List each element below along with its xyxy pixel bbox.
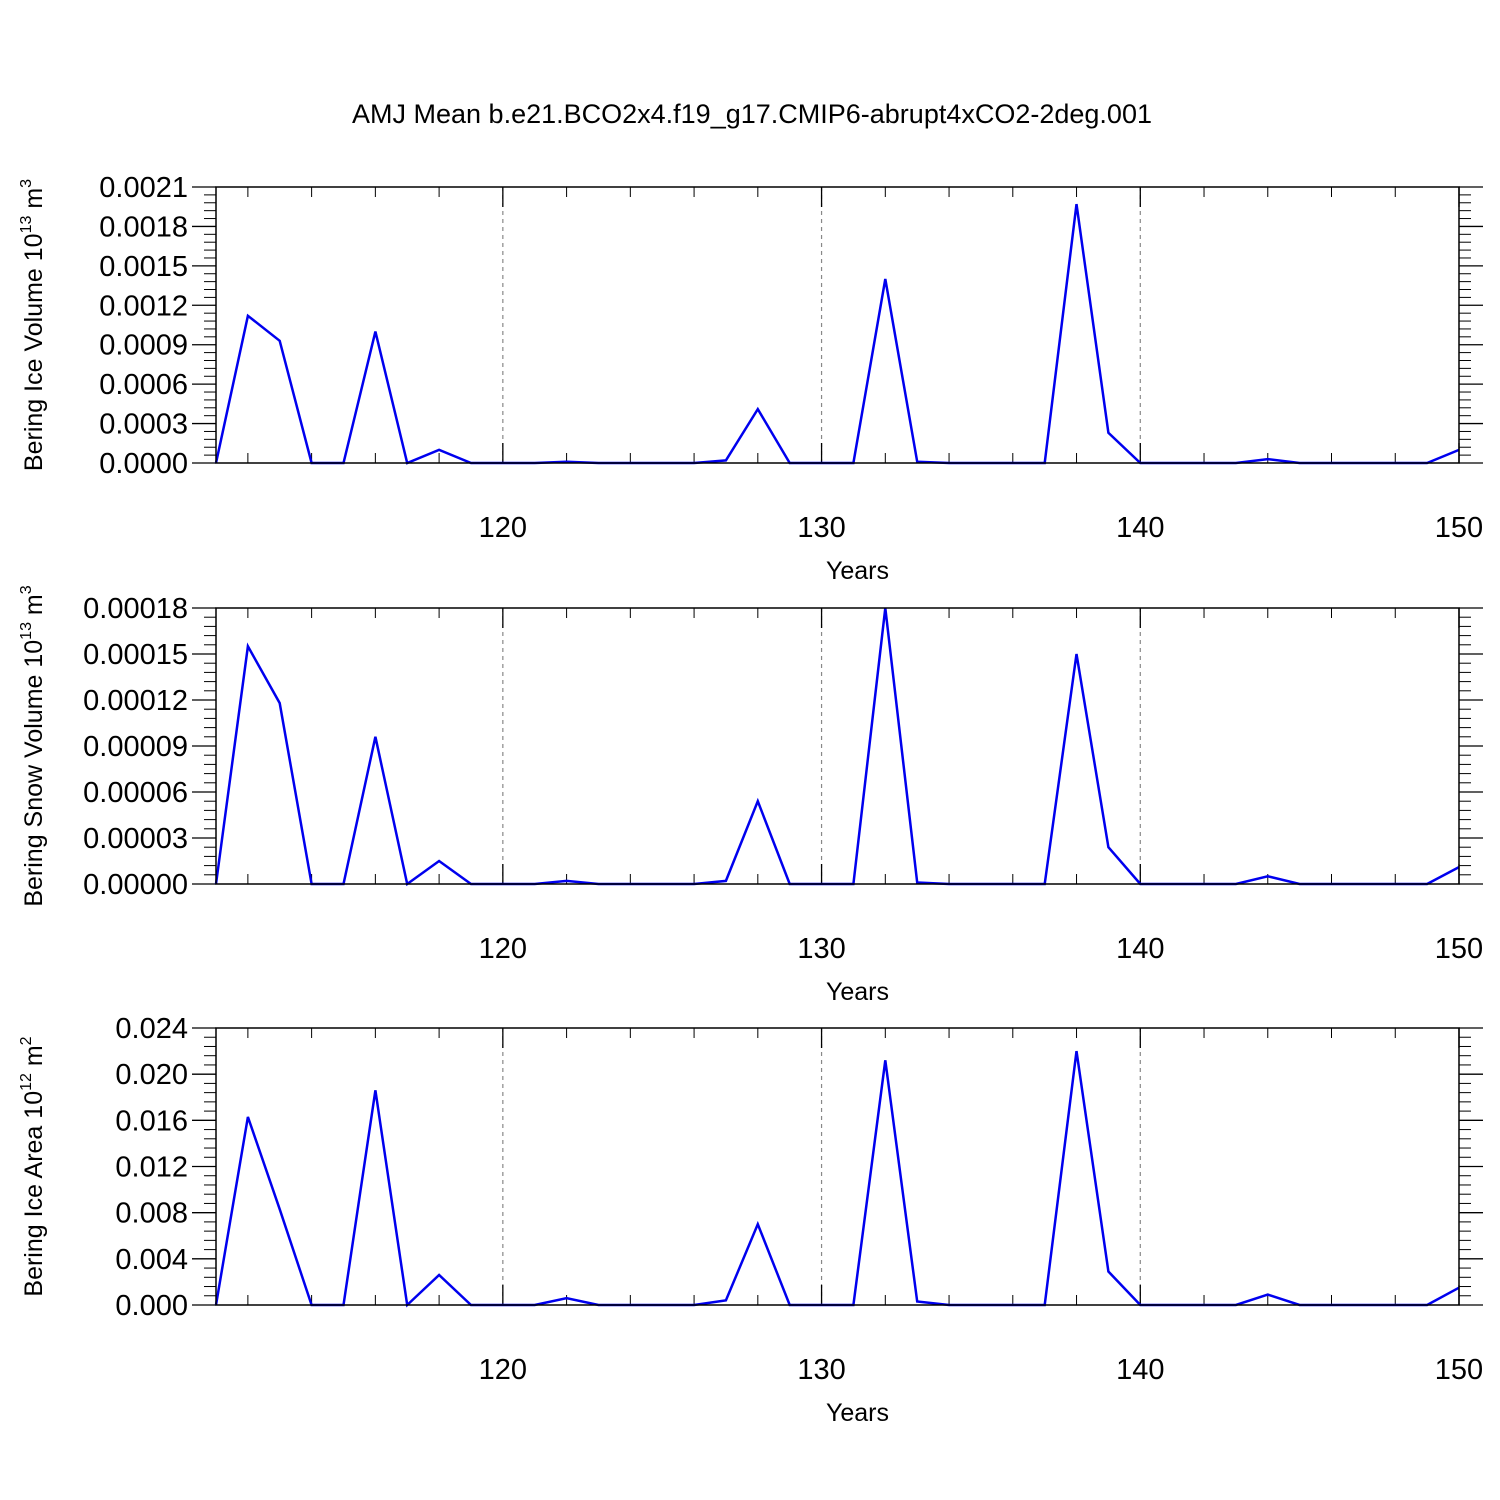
panel-2: 120 130 140 150 0.00000 0.00003 0.00006 0.00009…: [18, 585, 1483, 1006]
y-axis-label-exp: 12: [18, 1073, 35, 1091]
x-tick-label: 120: [479, 512, 527, 544]
y-tick-label: 0.00006: [83, 777, 188, 809]
y-axis-label-exp: 13: [18, 622, 35, 640]
y-axis-label: Bering Ice Area 1012 m2: [18, 1036, 48, 1296]
plot-frame: [215, 186, 1460, 464]
y-axis-label-main: Bering Ice Volume 10: [20, 233, 48, 471]
y-tick-label: 0.0018: [99, 211, 188, 243]
y-tick-label: 0.0003: [99, 409, 188, 441]
x-tick-label: 130: [797, 933, 845, 965]
y-tick-label: 0.020: [115, 1059, 188, 1091]
y-tick-label: 0.004: [115, 1244, 188, 1276]
y-axis-label-unit-exp: 3: [18, 179, 35, 188]
y-tick-label: 0.00012: [83, 685, 188, 717]
y-tick-label: 0.012: [115, 1152, 188, 1184]
y-axis-label-unit: m: [20, 594, 48, 622]
x-tick-label: 150: [1435, 933, 1483, 965]
y-axis-label: Bering Snow Volume 1013 m3: [18, 585, 48, 906]
x-tick-label: 140: [1116, 512, 1164, 544]
y-tick-label: 0.0021: [99, 172, 188, 204]
chart-title: AMJ Mean b.e21.BCO2x4.f19_g17.CMIP6-abru…: [352, 99, 1152, 129]
y-axis-label-unit: m: [20, 188, 48, 216]
x-tick-label: 130: [797, 512, 845, 544]
y-tick-label: 0.0015: [99, 251, 188, 283]
plot-frame: [215, 607, 1460, 885]
x-axis-label: Years: [826, 1399, 889, 1427]
panel-1: 120 130 140 150 0.0000 0.0003 0.0006 0.0009 0.00…: [18, 172, 1483, 585]
y-axis-label-unit: m: [20, 1045, 48, 1073]
y-tick-label: 0.000: [115, 1290, 188, 1322]
x-tick-label: 140: [1116, 933, 1164, 965]
x-tick-label: 150: [1435, 1354, 1483, 1386]
y-tick-label: 0.00000: [83, 869, 188, 901]
panels: 120 130 140 1500.00000.00030.00060.00090.00…: [18, 172, 1483, 1427]
y-axis-label-unit-exp: 3: [18, 585, 35, 594]
x-axis-label: Years: [826, 978, 889, 1006]
y-tick-label: 0.00003: [83, 823, 188, 855]
x-tick-label: 120: [479, 933, 527, 965]
y-tick-label: 0.0009: [99, 330, 188, 362]
y-tick-label: 0.00009: [83, 731, 188, 763]
x-tick-label: 140: [1116, 1354, 1164, 1386]
y-tick-label: 0.00015: [83, 639, 188, 671]
series-line: [214, 203, 1460, 465]
y-tick-label: 0.016: [115, 1105, 188, 1137]
series-line: [214, 607, 1460, 887]
y-tick-label: 0.0006: [99, 369, 188, 401]
y-tick-label: 0.024: [115, 1013, 188, 1045]
plot-frame: [215, 1027, 1460, 1306]
series-line: [214, 1050, 1460, 1308]
y-axis-label-main: Bering Ice Area 10: [20, 1091, 48, 1297]
y-tick-label: 0.00018: [83, 593, 188, 625]
x-axis-label: Years: [826, 557, 889, 585]
y-axis-label-exp: 13: [18, 216, 35, 234]
x-tick-label: 150: [1435, 512, 1483, 544]
panel-3: 120 130 140 150 0.000 0.004 0.008 0.012 0.016 0.0…: [18, 1013, 1483, 1427]
x-tick-label: 130: [797, 1354, 845, 1386]
y-tick-label: 0.0012: [99, 290, 188, 322]
y-axis-label: Bering Ice Volume 1013 m3: [18, 179, 48, 471]
y-tick-label: 0.008: [115, 1198, 188, 1230]
y-tick-label: 0.0000: [99, 448, 188, 480]
y-axis-label-unit-exp: 2: [18, 1036, 35, 1045]
x-tick-label: 120: [479, 1354, 527, 1386]
y-axis-label-main: Bering Snow Volume 10: [20, 640, 48, 907]
